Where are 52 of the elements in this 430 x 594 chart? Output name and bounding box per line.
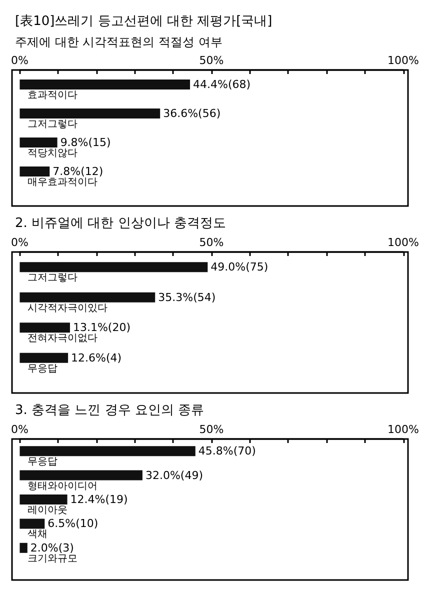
- chart-title: 3. 충격을 느낀 경우 요인의 종류: [15, 403, 204, 418]
- y-tick-label: 무응답: [28, 363, 58, 374]
- chart-title: 2. 비쥬얼에 대한 인상이나 충격정도: [15, 216, 226, 231]
- chart-subtitle: 주제에 대한 시각적표현의 적절성 여부: [15, 35, 222, 49]
- x-tick-label: 0%: [11, 423, 28, 436]
- data-label: 32.0%(49): [145, 468, 203, 482]
- bar: [20, 262, 208, 272]
- x-tick-label: 0%: [11, 54, 28, 67]
- data-label: 44.4%(68): [193, 78, 251, 91]
- y-tick-label: 적당치않다: [28, 148, 78, 159]
- x-tick-label: 50%: [199, 236, 224, 249]
- bar: [20, 446, 196, 456]
- y-tick-label: 크기와규모: [28, 553, 78, 564]
- y-tick-label: 전혀자극이없다: [28, 333, 98, 344]
- data-label: 9.8%(15): [60, 136, 111, 149]
- y-tick-label: 효과적이다: [28, 90, 78, 101]
- data-label: 7.8%(12): [52, 165, 104, 178]
- x-tick-label: 100%: [388, 423, 420, 436]
- bar: [20, 80, 190, 90]
- bar: [20, 322, 70, 333]
- data-label: 6.5%(10): [48, 517, 98, 530]
- y-tick-label: 매우효과적이다: [28, 177, 98, 188]
- data-label: 49.0%(75): [210, 260, 268, 274]
- y-tick-label: 무응답: [28, 456, 58, 468]
- bar: [20, 494, 68, 504]
- data-label: 45.8%(70): [198, 444, 256, 458]
- y-tick-label: 형태와아이디어: [28, 480, 98, 492]
- y-tick-label: 그저그렇다: [28, 119, 78, 130]
- data-label: 13.1%(20): [72, 321, 130, 334]
- y-tick-label: 시각적자극이있다: [28, 302, 108, 314]
- y-tick-label: 색채: [28, 529, 48, 540]
- bar: [20, 518, 45, 529]
- bar: [20, 470, 142, 480]
- bar: [20, 138, 58, 148]
- data-label: 35.3%(54): [158, 290, 216, 304]
- x-tick-label: 0%: [11, 236, 28, 249]
- data-label: 2.0%(3): [30, 541, 74, 554]
- x-tick-label: 50%: [199, 423, 224, 436]
- x-tick-label: 100%: [388, 54, 420, 67]
- data-label: 12.4%(19): [70, 493, 128, 506]
- bar: [20, 108, 160, 118]
- bar: [20, 292, 156, 302]
- bar: [20, 542, 28, 553]
- y-tick-label: 레이아웃: [28, 505, 68, 516]
- data-label: 12.6%(4): [71, 351, 122, 364]
- chart-title: [表10]쓰레기 등고선편에 대한 제평가[국내]: [15, 14, 272, 29]
- data-label: 36.6%(56): [163, 107, 221, 120]
- x-tick-label: 100%: [388, 236, 420, 249]
- x-tick-label: 50%: [199, 54, 224, 67]
- y-tick-label: 그저그렇다: [28, 272, 78, 284]
- bar: [20, 166, 50, 176]
- bar: [20, 352, 68, 363]
